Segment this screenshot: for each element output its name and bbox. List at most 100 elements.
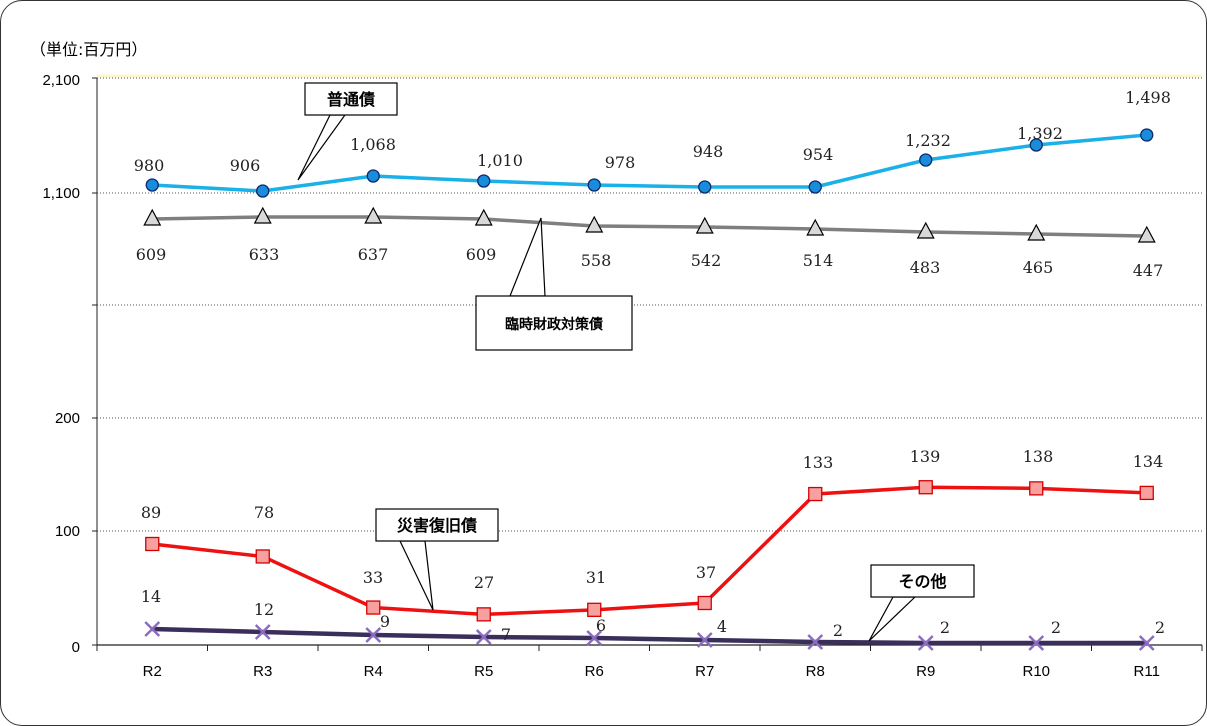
x-tick-label: R2	[143, 663, 162, 680]
callout-label-sonota: その他	[898, 572, 946, 591]
callout-box-saigai	[375, 508, 499, 542]
marker-sonota	[1028, 635, 1045, 651]
marker-sonota	[696, 632, 713, 648]
data-label-saigai: 89	[141, 503, 161, 522]
x-tick-label: R10	[1022, 663, 1050, 680]
x-tick-label: R3	[253, 663, 272, 680]
marker-rinji	[364, 206, 383, 224]
marker-sonota	[144, 621, 161, 637]
data-label-futsu: 954	[803, 145, 834, 164]
callout-pointer-sonota	[868, 596, 917, 642]
data-label-futsu: 906	[230, 156, 261, 175]
marker-saigai	[1139, 485, 1154, 501]
x-tick-label: R8	[806, 663, 825, 680]
x-tick-label: R9	[916, 663, 935, 680]
marker-rinji	[143, 208, 162, 226]
data-label-saigai: 27	[474, 573, 494, 592]
data-label-sonota: 14	[141, 587, 161, 606]
marker-sonota	[475, 629, 492, 645]
data-label-sonota: 7	[501, 625, 511, 644]
marker-futsu	[256, 184, 270, 198]
callout-pointer-saigai	[399, 540, 434, 611]
marker-saigai	[255, 549, 270, 564]
data-label-saigai: 134	[1133, 452, 1164, 471]
data-label-rinji: 609	[136, 245, 167, 264]
data-label-sonota: 2	[833, 621, 843, 640]
marker-rinji	[806, 218, 825, 236]
data-label-saigai: 37	[696, 563, 716, 582]
marker-rinji	[1137, 225, 1156, 243]
data-label-rinji: 558	[581, 251, 612, 270]
data-label-sonota: 2	[1155, 618, 1165, 637]
data-label-saigai: 139	[910, 447, 941, 466]
y-tick-label: 1,100	[42, 185, 80, 202]
data-label-rinji: 483	[910, 258, 941, 277]
marker-rinji	[1027, 223, 1046, 241]
marker-sonota	[1138, 635, 1155, 651]
marker-sonota	[807, 634, 824, 650]
marker-saigai	[476, 607, 491, 622]
data-label-saigai: 133	[803, 453, 834, 472]
data-label-rinji: 637	[358, 245, 389, 264]
callout-label-saigai: 災害復旧債	[397, 516, 477, 535]
marker-futsu	[919, 153, 933, 167]
series-line-futsu	[152, 133, 1147, 193]
marker-saigai	[697, 595, 712, 611]
marker-futsu	[1029, 138, 1043, 152]
data-label-futsu: 1,232	[905, 131, 951, 150]
data-label-futsu: 978	[605, 153, 636, 172]
data-label-rinji: 514	[803, 251, 834, 270]
y-tick-label: 200	[55, 410, 80, 427]
marker-sonota	[365, 627, 382, 643]
data-label-futsu: 1,068	[350, 135, 396, 154]
data-label-futsu: 948	[693, 142, 724, 161]
data-label-saigai: 78	[254, 503, 274, 522]
callout-label-futsu: 普通債	[327, 90, 375, 109]
callout-pointer-rinji	[509, 217, 546, 297]
data-label-rinji: 633	[249, 245, 280, 264]
data-label-sonota: 12	[254, 600, 274, 619]
data-label-sonota: 4	[717, 617, 727, 636]
data-label-rinji: 447	[1133, 261, 1164, 280]
x-tick-label: R5	[474, 663, 493, 680]
marker-saigai	[366, 600, 381, 615]
callout-label-rinji: 臨時財政対策債	[505, 316, 603, 333]
marker-rinji	[474, 208, 493, 226]
y-tick-label: 2,100	[42, 72, 80, 89]
marker-sonota	[586, 630, 603, 646]
x-tick-label: R11	[1134, 663, 1160, 680]
data-label-saigai: 138	[1023, 447, 1054, 466]
marker-futsu	[808, 180, 822, 194]
data-label-saigai: 31	[586, 568, 606, 587]
marker-futsu	[1140, 128, 1154, 142]
marker-rinji	[253, 206, 272, 224]
x-tick-label: R4	[364, 663, 383, 680]
series-line-rinji	[152, 215, 1147, 238]
marker-rinji	[585, 215, 604, 233]
marker-saigai	[587, 602, 602, 617]
y-tick-label: 100	[55, 523, 80, 540]
y-tick-label: 0	[72, 639, 80, 656]
marker-saigai	[808, 486, 823, 502]
marker-futsu	[698, 180, 712, 194]
data-label-saigai: 33	[363, 568, 383, 587]
marker-saigai	[918, 480, 933, 495]
callout-box-sonota	[870, 564, 975, 598]
data-label-sonota: 6	[596, 616, 606, 635]
x-tick-label: R7	[695, 663, 714, 680]
data-label-rinji: 542	[691, 251, 722, 270]
marker-futsu	[477, 174, 491, 188]
unit-label: （単位:百万円）	[30, 40, 148, 59]
x-tick-label: R6	[585, 663, 604, 680]
data-label-futsu: 980	[134, 156, 165, 175]
data-label-rinji: 609	[466, 245, 497, 264]
data-label-sonota: 2	[1051, 618, 1061, 637]
marker-rinji	[916, 221, 935, 239]
marker-futsu	[145, 178, 159, 192]
marker-sonota	[917, 635, 934, 651]
series-line-saigai	[152, 485, 1147, 617]
data-label-futsu: 1,392	[1017, 124, 1063, 143]
callout-box-futsu	[304, 82, 398, 116]
